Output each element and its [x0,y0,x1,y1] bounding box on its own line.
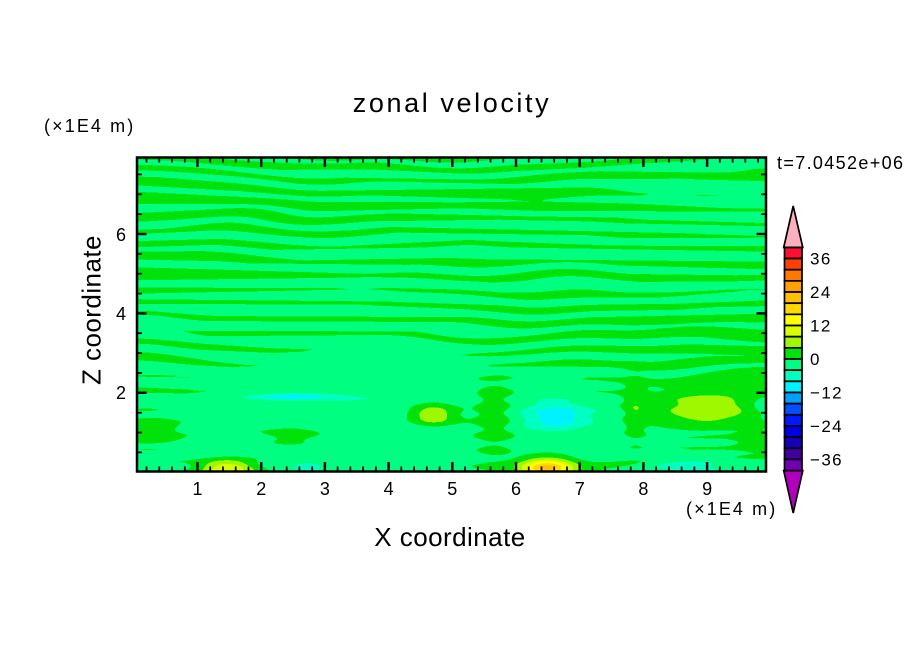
svg-text:24: 24 [810,283,832,302]
svg-text:12: 12 [810,317,832,336]
svg-text:−36: −36 [810,450,843,469]
svg-text:−24: −24 [810,417,843,436]
svg-text:36: 36 [810,250,832,269]
svg-text:(×1E4 m): (×1E4 m) [44,116,135,136]
svg-text:4: 4 [384,479,394,499]
svg-text:t=7.0452e+06: t=7.0452e+06 [777,153,904,173]
svg-text:X coordinate: X coordinate [374,522,525,552]
svg-text:3: 3 [320,479,330,499]
svg-text:7: 7 [575,479,585,499]
svg-text:4: 4 [116,304,126,324]
svg-text:2: 2 [116,383,126,403]
svg-text:2: 2 [256,479,266,499]
svg-text:−12: −12 [810,383,843,402]
svg-text:5: 5 [447,479,457,499]
svg-text:6: 6 [116,225,126,245]
svg-text:6: 6 [511,479,521,499]
svg-text:(×1E4 m): (×1E4 m) [686,499,777,519]
svg-text:0: 0 [810,350,821,369]
svg-text:1: 1 [192,479,202,499]
svg-text:zonal velocity: zonal velocity [353,88,551,118]
svg-text:Z coordinate: Z coordinate [77,235,107,385]
svg-text:8: 8 [638,479,648,499]
svg-text:9: 9 [702,479,712,499]
